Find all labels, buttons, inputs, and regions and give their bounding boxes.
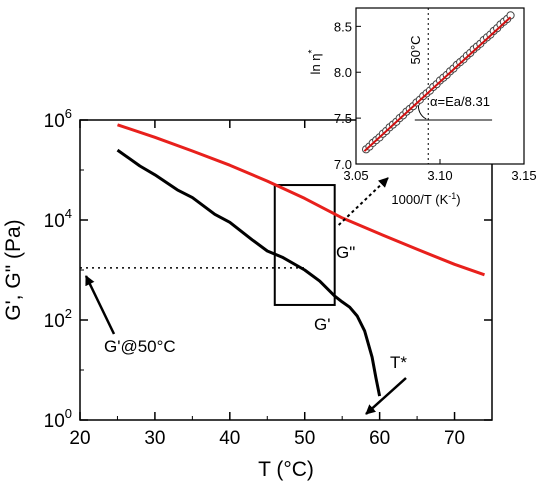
- main-series-group: [80, 123, 485, 397]
- t-star-label: T*: [390, 353, 407, 372]
- x-tick-label: 30: [144, 428, 165, 449]
- series-line-g-double-prime: [117, 123, 485, 277]
- x-axis-label: T (°C): [258, 458, 314, 481]
- series-line-g-prime: [116, 148, 382, 397]
- inset-slope-label: α=Ea/8.31: [430, 94, 490, 109]
- main-axis-ticks: 20 30 40 50 60 70 100 102 104 106: [44, 106, 492, 449]
- inset-50c-label: 50°C: [408, 35, 423, 64]
- inset-data-point: [506, 11, 515, 20]
- g-double-prime-label: G": [336, 243, 355, 262]
- y-tick-label: 100: [44, 406, 72, 432]
- x-tick-label: 40: [219, 428, 240, 449]
- y-tick-label: 102: [44, 306, 72, 332]
- inset-axis-ticks: 3.05 3.10 3.15 7.0 7.5 8.0 8.5: [334, 19, 537, 183]
- inset-x-axis-label: 1000/T (K-1): [391, 191, 460, 207]
- inset-x-tick-label: 3.15: [511, 168, 536, 183]
- t-star-arrow: [365, 377, 407, 415]
- x-tick-label: 60: [369, 428, 390, 449]
- g-prime-label: G': [314, 315, 330, 334]
- inset-y-axis-label: ln η*: [307, 49, 323, 74]
- zoom-box: [273, 184, 336, 306]
- x-tick-label: 70: [444, 428, 465, 449]
- x-tick-label: 50: [294, 428, 315, 449]
- y-tick-label: 104: [44, 206, 72, 232]
- inset-y-tick-label: 7.5: [334, 111, 352, 126]
- inset-x-tick-label: 3.10: [427, 168, 452, 183]
- inset-x-tick-label: 3.05: [343, 168, 368, 183]
- x-tick-label: 20: [69, 428, 90, 449]
- zoom-arrow: [338, 177, 389, 226]
- g-at-50-label: G'@50°C: [104, 337, 176, 356]
- main-plot-frame: [79, 119, 493, 421]
- inset-y-tick-label: 8.5: [334, 19, 352, 34]
- g-at-50-arrow: [84, 275, 116, 335]
- inset-marks-group: [361, 8, 515, 164]
- inset-plot: 3.05 3.10 3.15 7.0 7.5 8.0 8.5 1000/T (K-1) ln…: [307, 7, 537, 207]
- inset-y-tick-label: 8.0: [334, 65, 352, 80]
- inset-fit-line: [363, 16, 512, 152]
- inset-y-tick-label: 7.0: [334, 157, 352, 172]
- y-tick-label: 106: [44, 106, 72, 132]
- y-axis-label: G', G" (Pa): [2, 219, 25, 320]
